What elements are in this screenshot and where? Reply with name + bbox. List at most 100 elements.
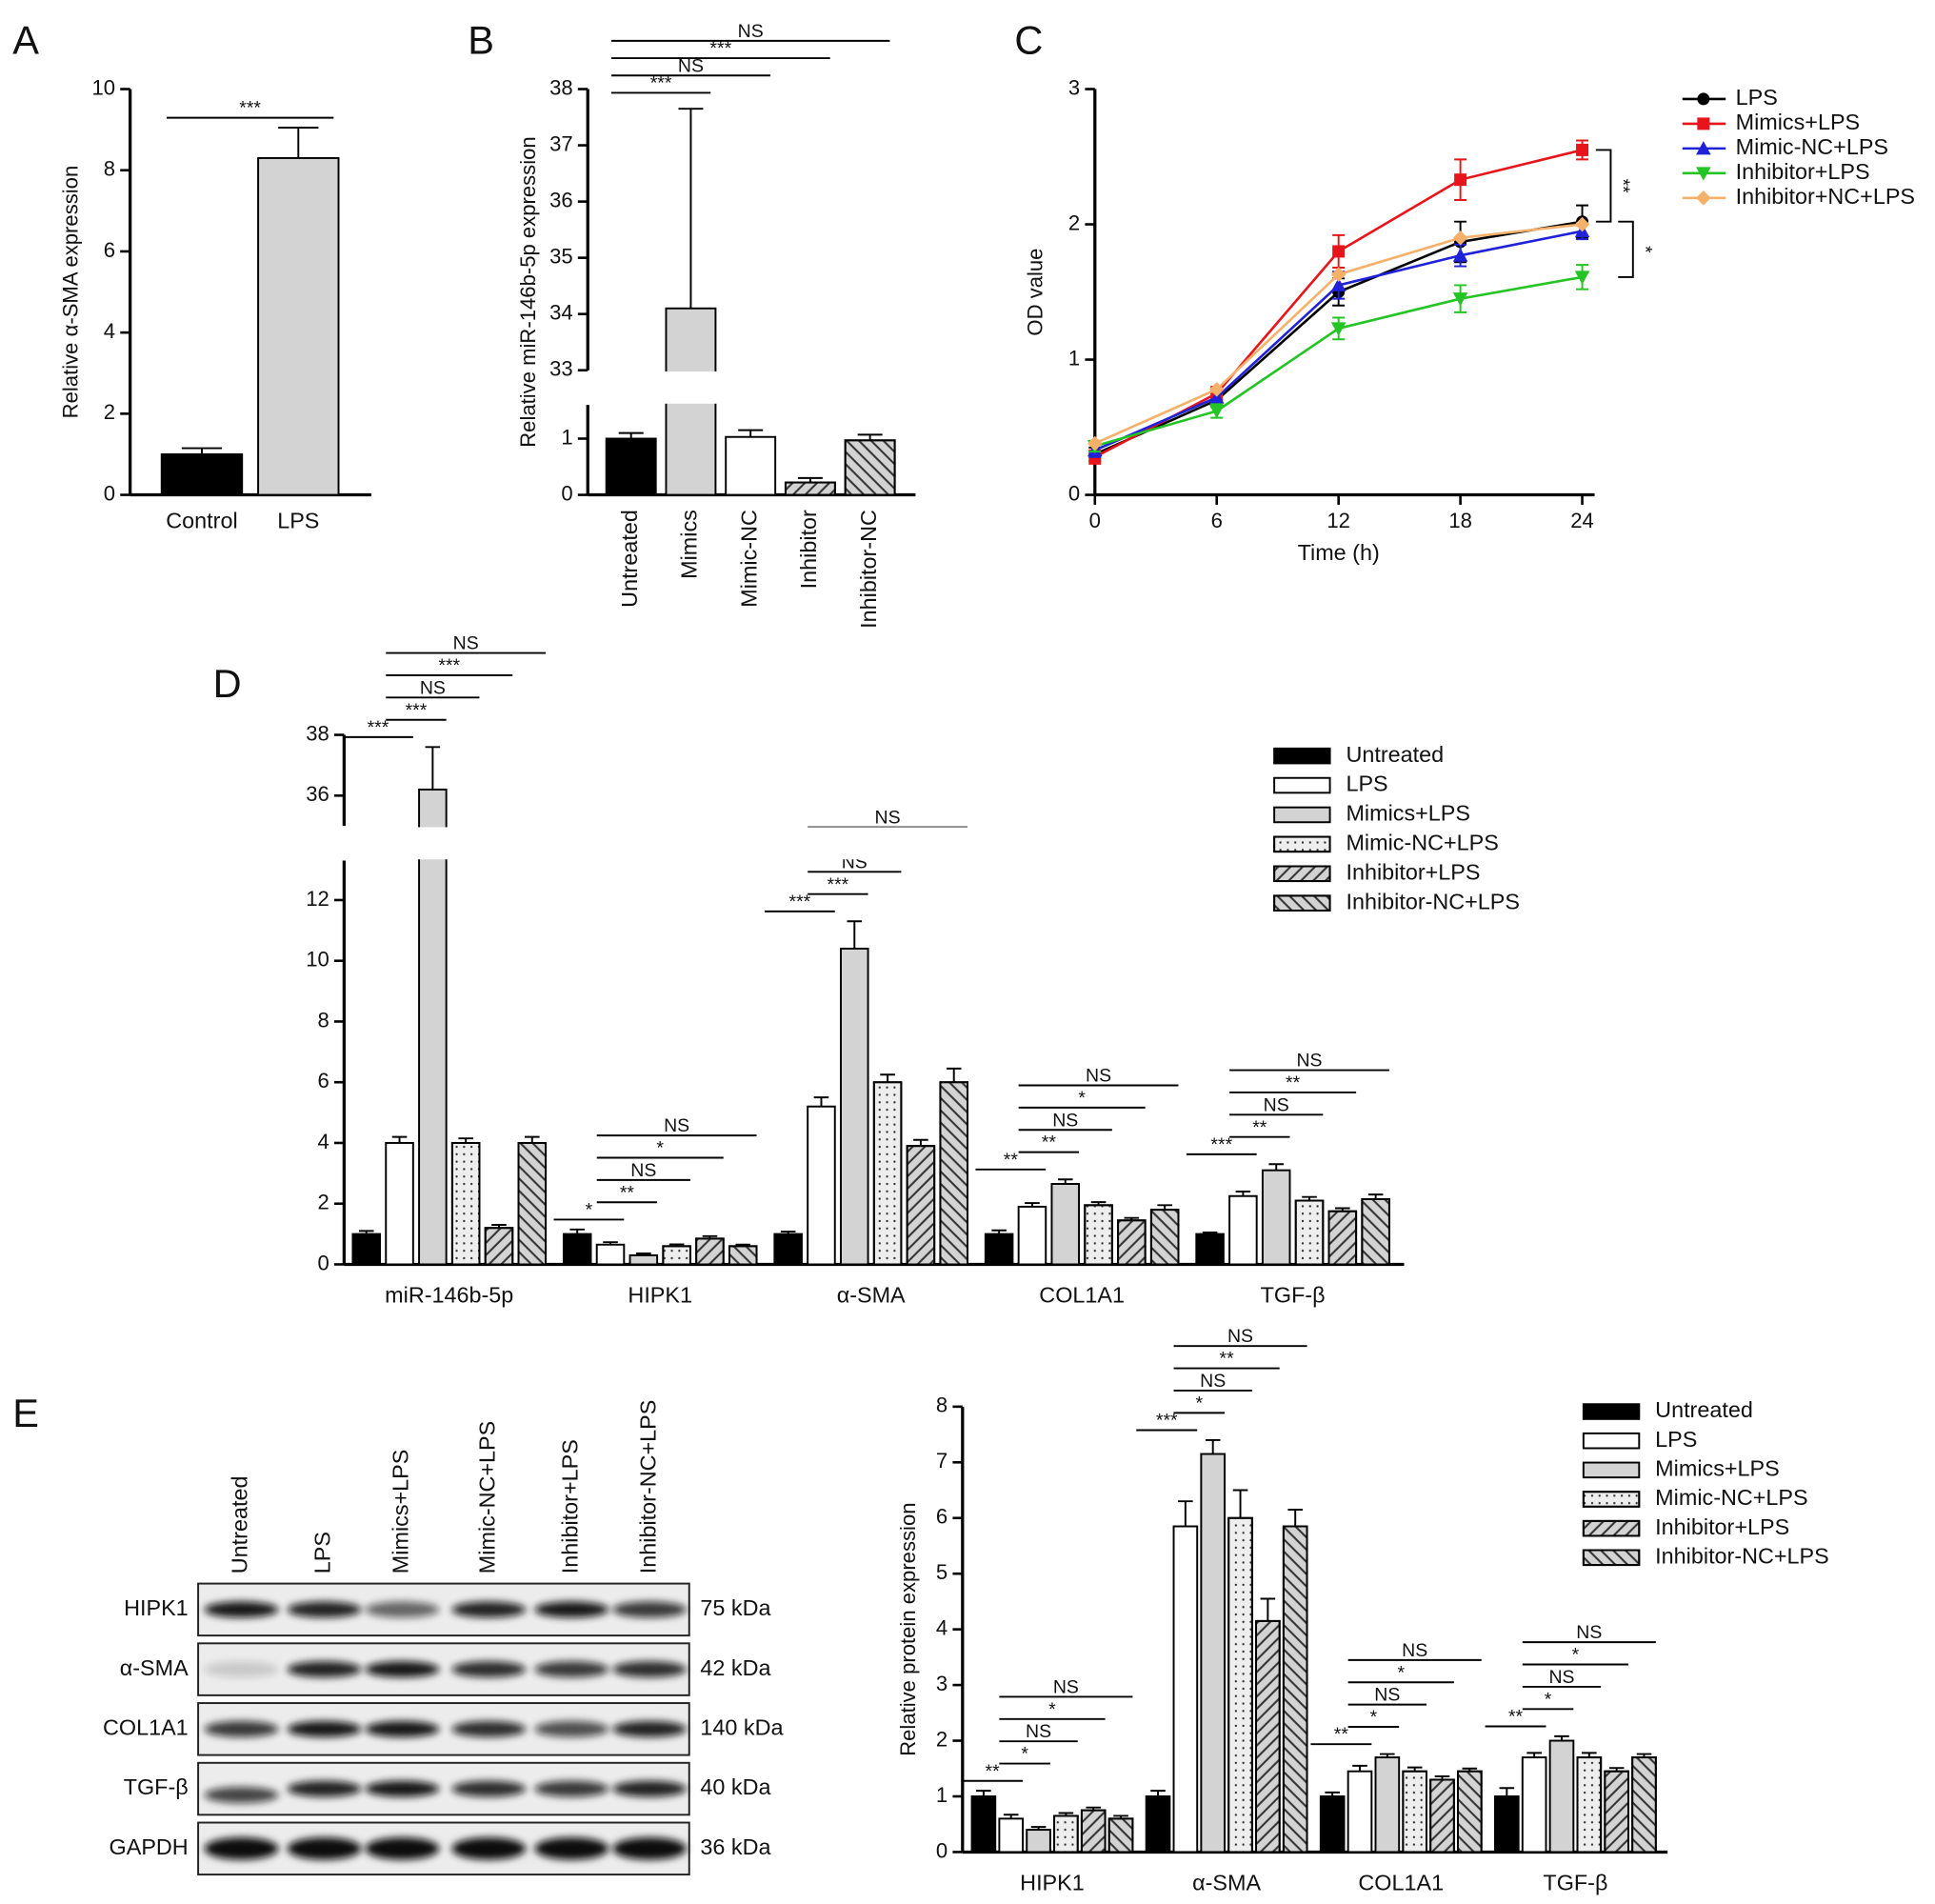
- error-bar: [1260, 1597, 1276, 1621]
- y-tick-label: 2: [1068, 210, 1080, 234]
- significance-label: NS: [664, 1115, 689, 1136]
- bar: [1050, 1183, 1081, 1266]
- lane-label: Untreated: [228, 1476, 252, 1574]
- blot-band: [287, 1780, 362, 1797]
- bar-pattern: [1084, 1204, 1113, 1266]
- bar-pattern: [1294, 1199, 1325, 1266]
- marker: [1697, 92, 1710, 106]
- significance-label: **: [1252, 1117, 1267, 1138]
- legend-swatch-pattern: [1582, 1519, 1641, 1537]
- y-tick-label: 34: [549, 301, 573, 325]
- bar: [160, 452, 244, 496]
- marker: [1208, 405, 1225, 419]
- legend-swatch: [1273, 747, 1331, 765]
- y-tick-label: 10: [91, 75, 115, 99]
- panel-label: C: [1014, 17, 1043, 62]
- significance-label: NS: [1200, 1371, 1226, 1392]
- error-bar: [1335, 1207, 1350, 1212]
- blot-band: [534, 1720, 609, 1737]
- y-tick-label: 2: [104, 400, 115, 424]
- error-bar: [1268, 1163, 1284, 1171]
- significance-label: *: [1078, 1088, 1086, 1109]
- y-axis-label: Relative α-SMA expression: [58, 166, 82, 419]
- significance-label: *: [1048, 1699, 1056, 1720]
- y-tick-label: 36: [549, 188, 573, 211]
- y-tick-label: 0: [1068, 481, 1080, 505]
- legend-label: Mimics+LPS: [1655, 1456, 1780, 1481]
- significance-label: NS: [1053, 1676, 1079, 1697]
- x-tick-label: 0: [1089, 509, 1101, 532]
- x-tick-label: Mimics: [677, 510, 702, 579]
- blot-protein: TGF-β: [124, 1774, 189, 1799]
- bar: [1374, 1756, 1401, 1854]
- y-tick-label: 10: [306, 948, 329, 972]
- significance-label: NS: [875, 808, 901, 829]
- x-tick-label: Inhibitor: [796, 510, 821, 589]
- legend-swatch: [1582, 1432, 1641, 1450]
- legend-label: Mimics+LPS: [1346, 801, 1470, 826]
- legend-label: Untreated: [1655, 1397, 1753, 1422]
- error-bar: [1150, 1790, 1166, 1796]
- significance-label: NS: [1227, 1326, 1253, 1347]
- x-tick-label: Inhibitor-NC: [856, 510, 881, 629]
- blot-size: 42 kDa: [700, 1655, 770, 1680]
- bar: [1261, 1169, 1291, 1266]
- blot-band: [612, 1837, 688, 1860]
- bar-pattern: [695, 1237, 725, 1266]
- significance-label: NS: [738, 21, 764, 42]
- blot-band: [612, 1601, 688, 1618]
- legend-label: Mimics+LPS: [1736, 110, 1861, 134]
- marker: [1696, 141, 1711, 155]
- x-tick-label: Untreated: [617, 510, 642, 608]
- lane-label: Inhibitor+LPS: [558, 1439, 583, 1573]
- significance-label: **: [1004, 1150, 1019, 1171]
- bar-pattern: [1631, 1756, 1657, 1854]
- bar: [1548, 1739, 1575, 1854]
- error-bar: [1124, 1216, 1140, 1221]
- blot-band: [451, 1661, 527, 1678]
- legend-label: Inhibitor+LPS: [1736, 159, 1870, 184]
- lane-label: Inhibitor-NC+LPS: [635, 1400, 660, 1574]
- error-bar: [1025, 1202, 1040, 1207]
- significance-label: NS: [1374, 1685, 1400, 1706]
- blot-band: [204, 1601, 279, 1618]
- error-bar: [1462, 1767, 1478, 1772]
- blot-band: [204, 1720, 279, 1737]
- error-bar: [1582, 1752, 1597, 1758]
- significance-label: *: [1572, 1645, 1580, 1666]
- marker: [1452, 230, 1468, 246]
- bar-pattern: [1327, 1210, 1358, 1266]
- y-tick-label: 37: [549, 131, 573, 155]
- y-tick-label: 3: [936, 1672, 948, 1695]
- blot-band: [204, 1837, 279, 1860]
- blot-band: [451, 1780, 527, 1797]
- bar: [1026, 1829, 1051, 1854]
- x-tick-label: Control: [166, 508, 237, 532]
- y-tick-label: 7: [936, 1449, 948, 1473]
- blot-protein: COL1A1: [103, 1715, 189, 1740]
- error-bar: [1030, 1826, 1047, 1831]
- significance-label: **: [1508, 1707, 1524, 1728]
- error-bar: [1202, 1232, 1218, 1234]
- marker: [1330, 267, 1347, 282]
- blot-band: [204, 1787, 279, 1804]
- significance-label: NS: [678, 55, 704, 76]
- blot-band: [612, 1661, 688, 1678]
- legend-label: LPS: [1736, 85, 1778, 110]
- y-tick-label: 0: [561, 481, 572, 505]
- error-bar: [1205, 1438, 1221, 1454]
- bar: [1017, 1205, 1047, 1266]
- error-bar: [636, 1253, 651, 1255]
- marker: [1087, 435, 1103, 451]
- significance-label: ***: [1210, 1134, 1232, 1155]
- error-bar: [678, 108, 704, 309]
- marker: [1208, 381, 1225, 397]
- blot-band: [534, 1837, 609, 1860]
- blot-size: 75 kDa: [700, 1595, 770, 1620]
- bar-pattern: [784, 481, 836, 496]
- error-bar: [1157, 1204, 1172, 1211]
- bar-pattern: [1576, 1756, 1603, 1854]
- error-bar: [391, 1135, 408, 1143]
- y-tick-label: 38: [306, 721, 329, 745]
- blot-band: [365, 1601, 440, 1618]
